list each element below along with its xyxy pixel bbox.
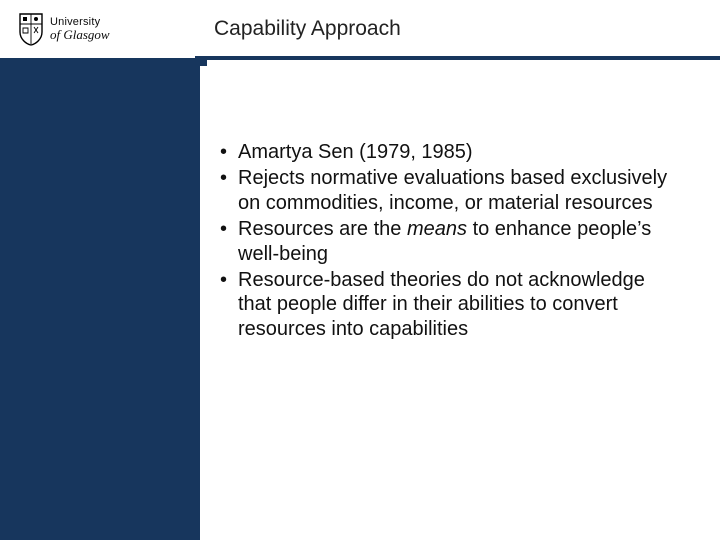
logo-line-2: of Glasgow	[50, 28, 110, 41]
university-logo: University of Glasgow	[18, 12, 110, 46]
title-rule	[195, 56, 720, 60]
bullet-item: Amartya Sen (1979, 1985)	[216, 140, 680, 164]
logo-text: University of Glasgow	[50, 17, 110, 41]
bullet-list: Amartya Sen (1979, 1985)Rejects normativ…	[216, 140, 680, 341]
content-area: Amartya Sen (1979, 1985)Rejects normativ…	[216, 140, 680, 343]
slide: University of Glasgow Capability Approac…	[0, 0, 720, 540]
bullet-item: Resources are the means to enhance peopl…	[216, 217, 680, 266]
left-brand-band	[0, 0, 200, 540]
bullet-item: Resource-based theories do not acknowled…	[216, 268, 680, 341]
slide-title: Capability Approach	[214, 17, 401, 41]
crest-icon	[18, 12, 44, 46]
bullet-item: Rejects normative evaluations based excl…	[216, 166, 680, 215]
title-bar: Capability Approach	[200, 0, 720, 58]
title-rule-notch	[195, 56, 207, 66]
logo-area: University of Glasgow	[0, 0, 200, 58]
